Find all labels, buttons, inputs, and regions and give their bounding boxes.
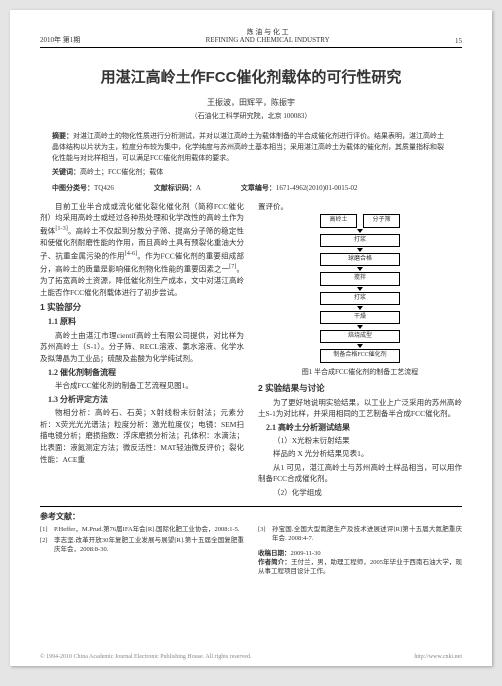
classification-line: 中图分类号：TQ426 文献标识码：A 文章编号：1671-4962(2010)… [40, 183, 462, 193]
cite-1: [1-3] [55, 225, 68, 232]
cite-2: [4-6] [125, 250, 138, 257]
ref-text: 李志坚.改革开放30年复肥工业发展与展望[R].第十五届全国复肥重庆年会，200… [54, 536, 244, 554]
page-footer: © 1994-2010 China Academic Journal Elect… [10, 654, 492, 660]
abstract: 摘要：对湛江高岭土的物化性质进行分析测试，并对以湛江高岭土为载体制备的半合成催化… [40, 131, 462, 164]
recv-text: 2009-11-30 [291, 550, 321, 557]
ref-num: [3] [258, 525, 272, 543]
fc-node-5: 搅拌 [320, 272, 400, 285]
fc-node-8: 焙烧成型 [320, 330, 400, 343]
artno-label: 文章编号： [241, 184, 276, 192]
journal-cn: 炼 油 与 化 工 [206, 28, 330, 36]
keywords-text: 高岭土；FCC催化剂；载体 [80, 168, 163, 176]
cont-para: 置评价。 [258, 201, 462, 213]
fc-node-2: 分子筛 [363, 214, 400, 227]
intro-para: 目前工业半合成或流化催化裂化催化剂（简称FCC催化剂）均采用高岭土或经过各种热处… [40, 201, 244, 299]
fc-node-6: 打浆 [320, 292, 400, 305]
page-number: 15 [455, 37, 462, 45]
doccode-value: A [196, 184, 201, 192]
section-1-3: 1.3 分析评定方法 [40, 394, 244, 406]
keywords-label: 关键词： [52, 169, 80, 176]
authors: 王振波，田辉平，陈振宇 [40, 97, 462, 108]
copyright: © 1994-2010 China Academic Journal Elect… [40, 654, 252, 660]
fc-node-1: 高岭土 [320, 214, 357, 227]
xrd-para: 样品的 X 光分析结果见表1。 [258, 448, 462, 460]
refs-title: 参考文献： [40, 511, 462, 522]
ref-text: P.Heffer，M.Prud.第76届IFA年会[R].国际化肥工业协会，20… [54, 525, 240, 534]
materials-para: 高岭土由湛江市理científ高岭土有限公司提供，对比样为苏州高岭土（S-1）。… [40, 330, 244, 365]
right-column: 置评价。 高岭土 分子筛 打浆 球磨合格 搅拌 打浆 干燥 焙烧成型 [258, 201, 462, 500]
footer-url: http://www.cnki.net [414, 654, 462, 660]
xrd-para2: 从1 可见，湛江高岭土与苏州高岭土样品相当，可以用作制备FCC合成催化剂。 [258, 462, 462, 485]
clc-value: TQ426 [94, 184, 114, 192]
ref-num: [1] [40, 525, 54, 534]
doccode: 文献标识码：A [154, 183, 201, 193]
header-center: 炼 油 与 化 工 REFINING AND CHEMICAL INDUSTRY [206, 28, 330, 45]
page: 2010年 第1期 炼 油 与 化 工 REFINING AND CHEMICA… [10, 10, 492, 666]
author-label: 作者简介： [258, 559, 291, 566]
left-column: 目前工业半合成或流化催化裂化催化剂（简称FCC催化剂）均采用高岭土或经过各种热处… [40, 201, 244, 500]
section-1: 1 实验部分 [40, 301, 244, 314]
article-title: 用湛江高岭土作FCC催化剂载体的可行性研究 [40, 66, 462, 87]
section-1-2: 1.2 催化剂制备流程 [40, 367, 244, 379]
header-left: 2010年 第1期 [40, 35, 80, 45]
fc-arrow-icon [357, 306, 363, 310]
fc-node-7: 干燥 [320, 311, 400, 324]
item-1: （1）X光粉末衍射结果 [258, 435, 462, 447]
refs-divider [40, 506, 462, 507]
refs-left: [1] P.Heffer，M.Prud.第76届IFA年会[R].国际化肥工业协… [40, 525, 244, 576]
fc-arrow-icon [357, 248, 363, 252]
ref-num: [2] [40, 536, 54, 554]
section-2-1: 2.1 高岭土分析测试结果 [258, 422, 462, 434]
clc: 中图分类号：TQ426 [52, 183, 114, 193]
keywords: 关键词：高岭土；FCC催化剂；载体 [40, 167, 462, 179]
recv-label: 收稿日期： [258, 550, 291, 557]
received-date: 收稿日期：2009-11-30 [258, 549, 462, 558]
methods-para: 物相分析：高岭石、石英；X射线粉末衍射法；元素分析：X荧光光光谱法；粒度分析：激… [40, 407, 244, 465]
affiliation: （石油化工科学研究院，北京 100083） [40, 111, 462, 121]
fc-arrow-icon [357, 287, 363, 291]
flow-para: 半合成FCC催化剂的制备工艺流程见图1。 [40, 380, 244, 392]
refs-right: [3] 孙宝国.全国大型氮肥生产及技术进展述评[R]第十五届大氮肥重庆年会. 2… [258, 525, 462, 576]
section-1-1: 1.1 原料 [40, 316, 244, 328]
fc-node-3: 打浆 [320, 234, 400, 247]
clc-label: 中图分类号： [52, 184, 94, 192]
section-2: 2 实验结果与讨论 [258, 382, 462, 395]
item-2: （2）化学组成 [258, 487, 462, 499]
doccode-label: 文献标识码： [154, 184, 196, 192]
fc-node-4: 球磨合格 [320, 253, 400, 266]
artno: 文章编号：1671-4962(2010)01-0015-02 [241, 183, 358, 193]
author-bio: 作者简介：王付兰，男，助理工程师，2005年毕业于西南石油大学，现从事工程项目设… [258, 558, 462, 576]
fc-arrow-icon [357, 229, 363, 233]
page-header: 2010年 第1期 炼 油 与 化 工 REFINING AND CHEMICA… [40, 28, 462, 48]
fc-arrow-icon [357, 325, 363, 329]
body-columns: 目前工业半合成或流化催化裂化催化剂（简称FCC催化剂）均采用高岭土或经过各种热处… [40, 201, 462, 500]
artno-value: 1671-4962(2010)01-0015-02 [276, 184, 358, 192]
fc-arrow-icon [357, 344, 363, 348]
ref-item: [2] 李志坚.改革开放30年复肥工业发展与展望[R].第十五届全国复肥重庆年会… [40, 536, 244, 554]
ref-item: [1] P.Heffer，M.Prud.第76届IFA年会[R].国际化肥工业协… [40, 525, 244, 534]
refs-columns: [1] P.Heffer，M.Prud.第76届IFA年会[R].国际化肥工业协… [40, 525, 462, 576]
flowchart: 高岭土 分子筛 打浆 球磨合格 搅拌 打浆 干燥 焙烧成型 制备合格FCC催化剂 [320, 214, 400, 362]
fc-arrow-icon [357, 267, 363, 271]
disc-para: 为了更好地说明实验结果，以工业上广泛采用的苏州高岭土S-1为对比样，并采用相同的… [258, 397, 462, 420]
abstract-text: 对湛江高岭土的物化性质进行分析测试，并对以湛江高岭土为载体制备的半合成催化剂进行… [52, 132, 444, 162]
ref-text: 孙宝国.全国大型氮肥生产及技术进展述评[R]第十五届大氮肥重庆年会. 2008:… [272, 525, 462, 543]
abstract-label: 摘要： [52, 133, 73, 140]
fc-node-9: 制备合格FCC催化剂 [320, 349, 400, 362]
figure-1-caption: 图1 半合成FCC催化剂的制备工艺流程 [258, 367, 462, 378]
journal-en: REFINING AND CHEMICAL INDUSTRY [206, 36, 330, 44]
ref-item: [3] 孙宝国.全国大型氮肥生产及技术进展述评[R]第十五届大氮肥重庆年会. 2… [258, 525, 462, 543]
